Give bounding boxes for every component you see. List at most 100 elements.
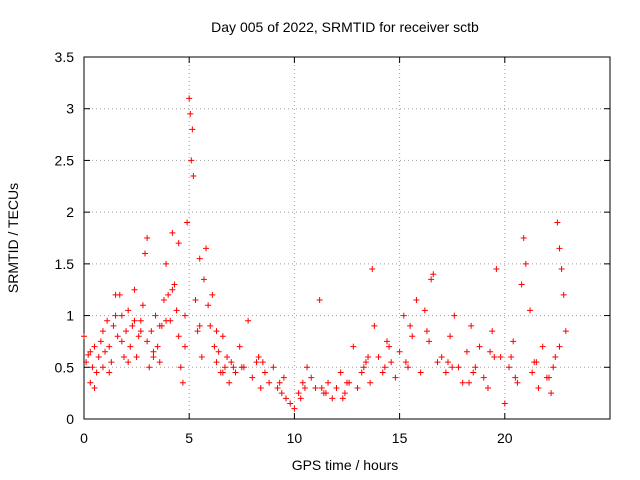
data-point (400, 312, 407, 319)
data-point (362, 359, 369, 366)
data-point (112, 312, 119, 319)
data-point (434, 359, 441, 366)
data-point (270, 364, 277, 371)
data-point (442, 369, 449, 376)
data-point (213, 328, 220, 335)
data-point (510, 338, 517, 345)
data-point (198, 353, 205, 360)
data-point (444, 359, 451, 366)
data-point (99, 364, 106, 371)
data-point (466, 379, 473, 386)
data-point (137, 317, 144, 324)
data-point (135, 333, 142, 340)
data-point (106, 369, 113, 376)
data-point (131, 317, 138, 324)
data-point (276, 379, 283, 386)
data-point (339, 395, 346, 402)
data-point (190, 172, 197, 179)
data-point (379, 369, 386, 376)
data-point (99, 328, 106, 335)
data-point (402, 359, 409, 366)
data-point (383, 338, 390, 345)
data-point (104, 317, 111, 324)
data-point (468, 322, 475, 329)
data-point (470, 369, 477, 376)
data-point (224, 353, 231, 360)
data-point (129, 322, 136, 329)
data-point (287, 400, 294, 407)
data-point (249, 374, 256, 381)
data-point (139, 302, 146, 309)
data-point (106, 343, 113, 350)
chart-title: Day 005 of 2022, SRMTID for receiver sct… (211, 19, 479, 35)
data-point (545, 374, 552, 381)
data-point (209, 291, 216, 298)
data-point (381, 364, 388, 371)
data-point (304, 364, 311, 371)
data-point (154, 343, 161, 350)
data-point (81, 333, 87, 340)
data-point (539, 343, 546, 350)
data-point (329, 395, 336, 402)
data-point (125, 359, 132, 366)
data-point (341, 390, 348, 397)
data-point (350, 343, 357, 350)
data-point (181, 312, 188, 319)
data-point (299, 379, 306, 386)
data-point (484, 384, 491, 391)
data-point (354, 384, 361, 391)
data-point (375, 353, 382, 360)
y-axis-label: SRMTID / TECUs (5, 183, 21, 293)
data-point (95, 353, 102, 360)
data-points (81, 95, 569, 412)
data-point (85, 351, 92, 358)
data-point (169, 229, 176, 236)
data-point (160, 297, 167, 304)
data-point (529, 369, 536, 376)
data-point (459, 379, 466, 386)
data-point (194, 328, 201, 335)
data-point (213, 359, 220, 366)
data-point (556, 343, 563, 350)
data-point (189, 126, 196, 133)
data-point (150, 353, 157, 360)
x-tick-label: 20 (497, 430, 513, 446)
data-point (558, 266, 565, 273)
y-tick-label: 2.5 (55, 152, 75, 168)
x-tick-label: 0 (80, 430, 88, 446)
data-point (560, 291, 567, 298)
data-point (196, 322, 203, 329)
data-point (476, 343, 483, 350)
axis-ticks: 0 5 10 15 20 0 0.5 1 1.5 2 2.5 3 3.5 (55, 49, 610, 446)
data-point (257, 384, 264, 391)
data-point (89, 364, 96, 371)
data-point (522, 260, 529, 267)
data-point (211, 343, 218, 350)
data-point (114, 333, 121, 340)
data-point (312, 384, 319, 391)
data-point (169, 286, 176, 293)
data-point (120, 353, 127, 360)
data-point (184, 219, 191, 226)
data-point (548, 390, 555, 397)
data-point (491, 353, 498, 360)
data-point (91, 343, 98, 350)
data-point (497, 353, 504, 360)
data-point (274, 384, 281, 391)
data-point (405, 364, 412, 371)
data-point (455, 364, 462, 371)
data-point (360, 364, 367, 371)
x-tick-label: 5 (185, 430, 193, 446)
data-point (238, 364, 245, 371)
data-point (188, 157, 195, 164)
data-point (179, 379, 186, 386)
data-point (123, 328, 130, 335)
data-point (337, 369, 344, 376)
data-point (518, 281, 525, 288)
data-point (514, 379, 521, 386)
data-point (259, 359, 266, 366)
data-point (171, 281, 178, 288)
data-point (386, 343, 393, 350)
data-point (295, 390, 302, 397)
